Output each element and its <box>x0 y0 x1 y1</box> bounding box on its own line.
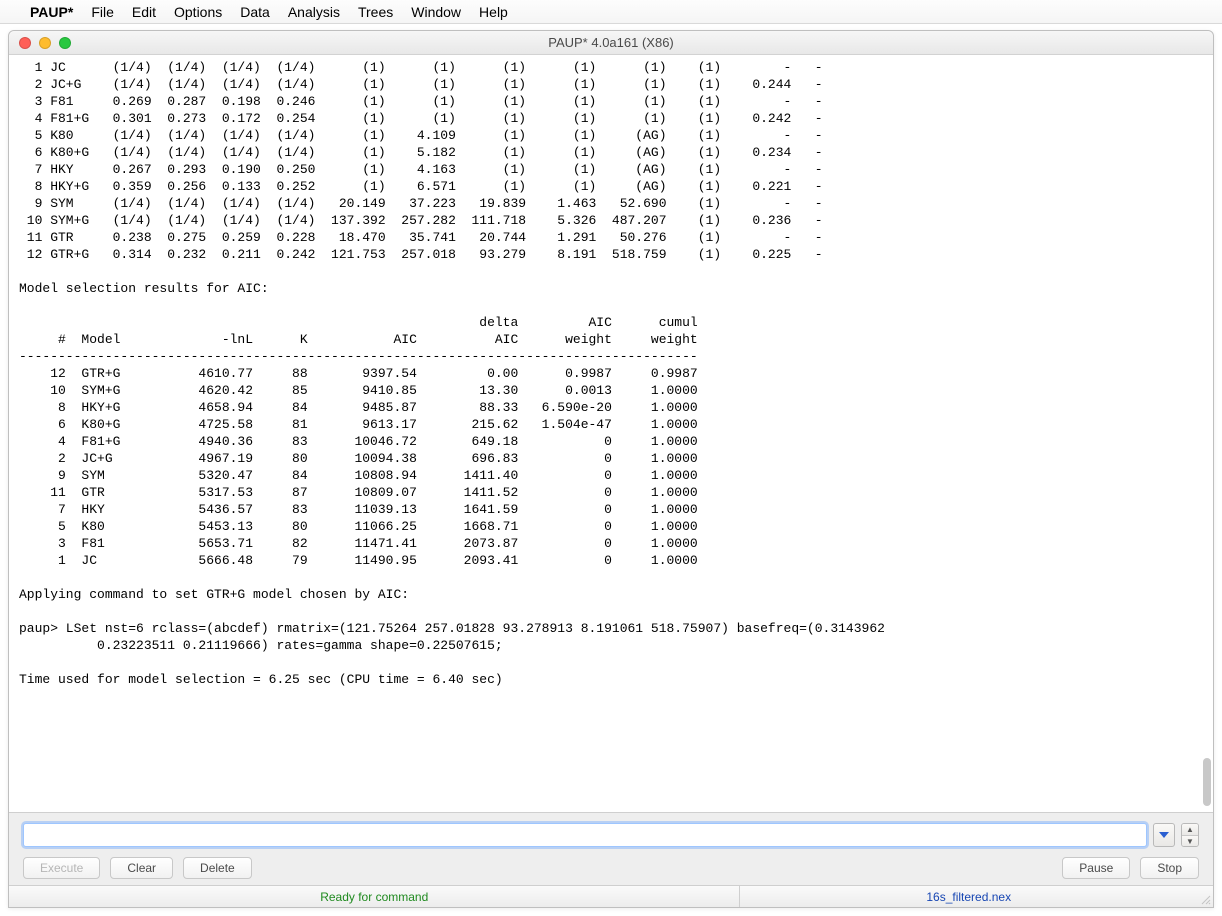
command-input[interactable] <box>23 823 1147 847</box>
menubar-app-name[interactable]: PAUP* <box>30 4 73 20</box>
command-panel: ▲ ▼ Execute Clear Delete Pause Stop <box>9 812 1213 885</box>
status-filename: 16s_filtered.nex <box>740 886 1197 907</box>
chevron-down-icon <box>1159 832 1169 838</box>
history-stepper[interactable]: ▲ ▼ <box>1181 823 1199 847</box>
menu-edit[interactable]: Edit <box>132 4 156 20</box>
delete-button[interactable]: Delete <box>183 857 252 879</box>
menu-data[interactable]: Data <box>240 4 270 20</box>
pause-button[interactable]: Pause <box>1062 857 1130 879</box>
menu-window[interactable]: Window <box>411 4 461 20</box>
menu-options[interactable]: Options <box>174 4 222 20</box>
execute-button[interactable]: Execute <box>23 857 100 879</box>
resize-grip-icon[interactable] <box>1197 886 1213 907</box>
menu-help[interactable]: Help <box>479 4 508 20</box>
stepper-down-icon[interactable]: ▼ <box>1182 836 1198 847</box>
menu-analysis[interactable]: Analysis <box>288 4 340 20</box>
stop-button[interactable]: Stop <box>1140 857 1199 879</box>
stepper-up-icon[interactable]: ▲ <box>1182 824 1198 836</box>
scrollbar-thumb[interactable] <box>1203 758 1211 806</box>
menu-file[interactable]: File <box>91 4 114 20</box>
menubar: PAUP* File Edit Options Data Analysis Tr… <box>0 0 1222 24</box>
window-titlebar[interactable]: PAUP* 4.0a161 (X86) <box>9 31 1213 55</box>
main-window: PAUP* 4.0a161 (X86) 1 JC (1/4) (1/4) (1/… <box>8 30 1214 908</box>
statusbar: Ready for command 16s_filtered.nex <box>9 885 1213 907</box>
window-title: PAUP* 4.0a161 (X86) <box>9 35 1213 50</box>
status-message: Ready for command <box>9 886 740 907</box>
menu-trees[interactable]: Trees <box>358 4 393 20</box>
history-dropdown-button[interactable] <box>1153 823 1175 847</box>
output-console[interactable]: 1 JC (1/4) (1/4) (1/4) (1/4) (1) (1) (1)… <box>9 55 1213 812</box>
clear-button[interactable]: Clear <box>110 857 173 879</box>
